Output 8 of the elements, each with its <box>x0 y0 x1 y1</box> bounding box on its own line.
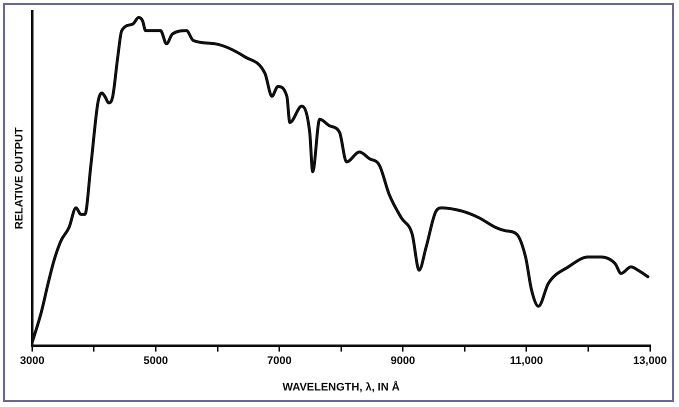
x-tick-label: 5000 <box>144 355 168 368</box>
y-axis-title: RELATIVE OUTPUT <box>14 127 26 230</box>
x-tick-label: 3000 <box>20 355 44 368</box>
x-tick-label: 9000 <box>390 355 416 368</box>
x-tick-label: 13,000 <box>633 355 667 368</box>
x-tick-label: 11,000 <box>510 355 543 368</box>
x-tick-label: 7000 <box>267 355 292 368</box>
x-axis-title: WAVELENGTH, λ, IN Å <box>282 380 400 394</box>
